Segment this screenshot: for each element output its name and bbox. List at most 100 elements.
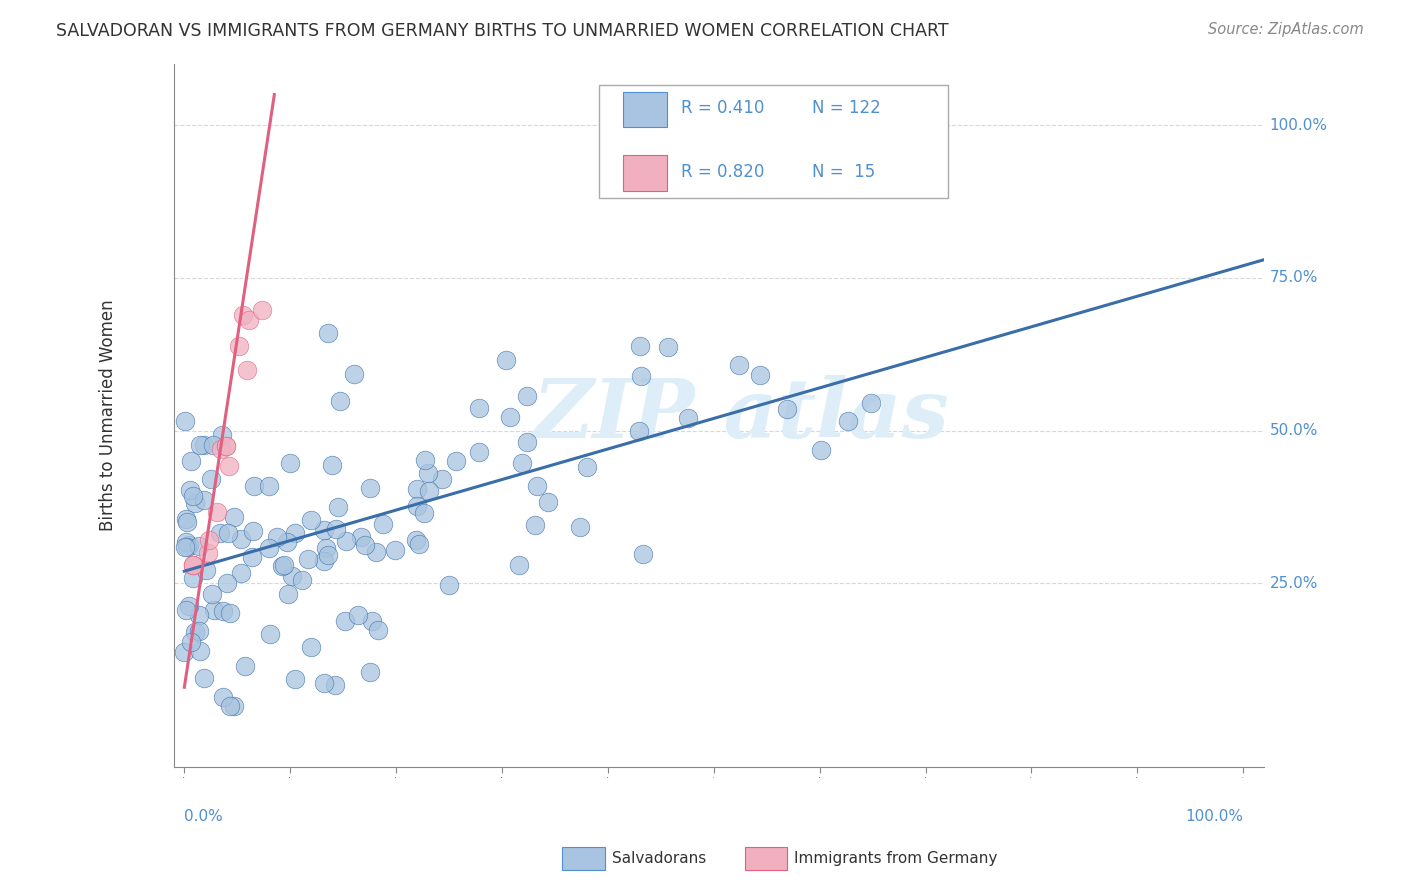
Point [202,603,225,617]
Point [179,483,201,497]
FancyBboxPatch shape [623,155,666,191]
Text: 25.0%: 25.0% [1270,576,1317,591]
Point [271,558,294,573]
Point [312,523,335,537]
Text: 50.0%: 50.0% [1270,423,1317,438]
Point [188,643,211,657]
Point [628,339,651,353]
Point [176,540,198,554]
Text: 100.0%: 100.0% [1270,118,1327,133]
Point [413,507,436,521]
Point [240,550,263,565]
Point [177,538,200,552]
Point [266,530,288,544]
Point [188,624,211,638]
Point [232,308,254,322]
Point [859,395,882,409]
Point [173,644,195,658]
Point [537,495,560,509]
Point [575,460,598,475]
Point [444,454,467,468]
Point [406,499,429,513]
Point [630,368,652,383]
Point [259,627,281,641]
Point [177,599,200,614]
Point [361,615,384,629]
Point [299,513,322,527]
Point [367,624,389,638]
Point [499,409,522,424]
Point [384,543,406,558]
Point [278,456,301,470]
Text: Source: ZipAtlas.com: Source: ZipAtlas.com [1208,22,1364,37]
Point [627,424,650,438]
Text: ZIP atlas: ZIP atlas [533,376,949,456]
Point [291,573,314,587]
Point [229,566,252,581]
Point [343,367,366,381]
Point [810,443,832,458]
Point [416,467,439,481]
Point [188,437,211,451]
Point [321,458,343,472]
Point [569,519,592,533]
Point [257,479,280,493]
Point [181,571,204,585]
Point [508,558,530,573]
Point [495,353,517,368]
Point [312,554,335,568]
Point [657,340,679,354]
Point [333,614,356,628]
Point [510,456,533,470]
Point [328,394,350,409]
Point [198,533,221,547]
Point [408,537,430,551]
Point [837,413,859,427]
Point [405,533,427,547]
Text: SALVADORAN VS IMMIGRANTS FROM GERMANY BIRTHS TO UNMARRIED WOMEN CORRELATION CHAR: SALVADORAN VS IMMIGRANTS FROM GERMANY BI… [56,22,949,40]
Point [217,525,239,540]
Point [728,358,751,372]
Point [359,665,381,680]
Point [335,534,357,549]
FancyBboxPatch shape [623,92,666,128]
Point [236,362,259,376]
Point [233,658,256,673]
Point [418,484,440,499]
Text: R = 0.410: R = 0.410 [681,99,765,118]
Text: 100.0%: 100.0% [1185,809,1243,824]
Point [257,541,280,556]
Point [467,401,489,415]
Text: Births to Unmarried Women: Births to Unmarried Women [100,300,117,531]
Point [631,547,654,561]
Point [211,690,233,704]
Point [215,439,238,453]
Text: R = 0.820: R = 0.820 [681,162,765,180]
Point [371,516,394,531]
Point [200,473,222,487]
Point [749,368,772,383]
Point [174,512,197,526]
Point [406,482,429,496]
Point [211,427,233,442]
Point [776,402,799,417]
Point [430,472,453,486]
FancyBboxPatch shape [599,85,948,197]
Point [250,302,273,317]
Point [193,671,215,685]
Point [188,607,211,622]
Point [526,479,548,493]
Point [212,604,235,618]
Point [359,481,381,495]
Point [277,587,299,601]
Point [215,575,238,590]
Point [242,524,264,538]
Point [184,496,207,510]
Point [201,587,224,601]
Point [468,445,491,459]
Point [281,569,304,583]
Point [202,438,225,452]
Point [187,539,209,553]
Text: N = 122: N = 122 [811,99,880,118]
Point [224,698,246,713]
